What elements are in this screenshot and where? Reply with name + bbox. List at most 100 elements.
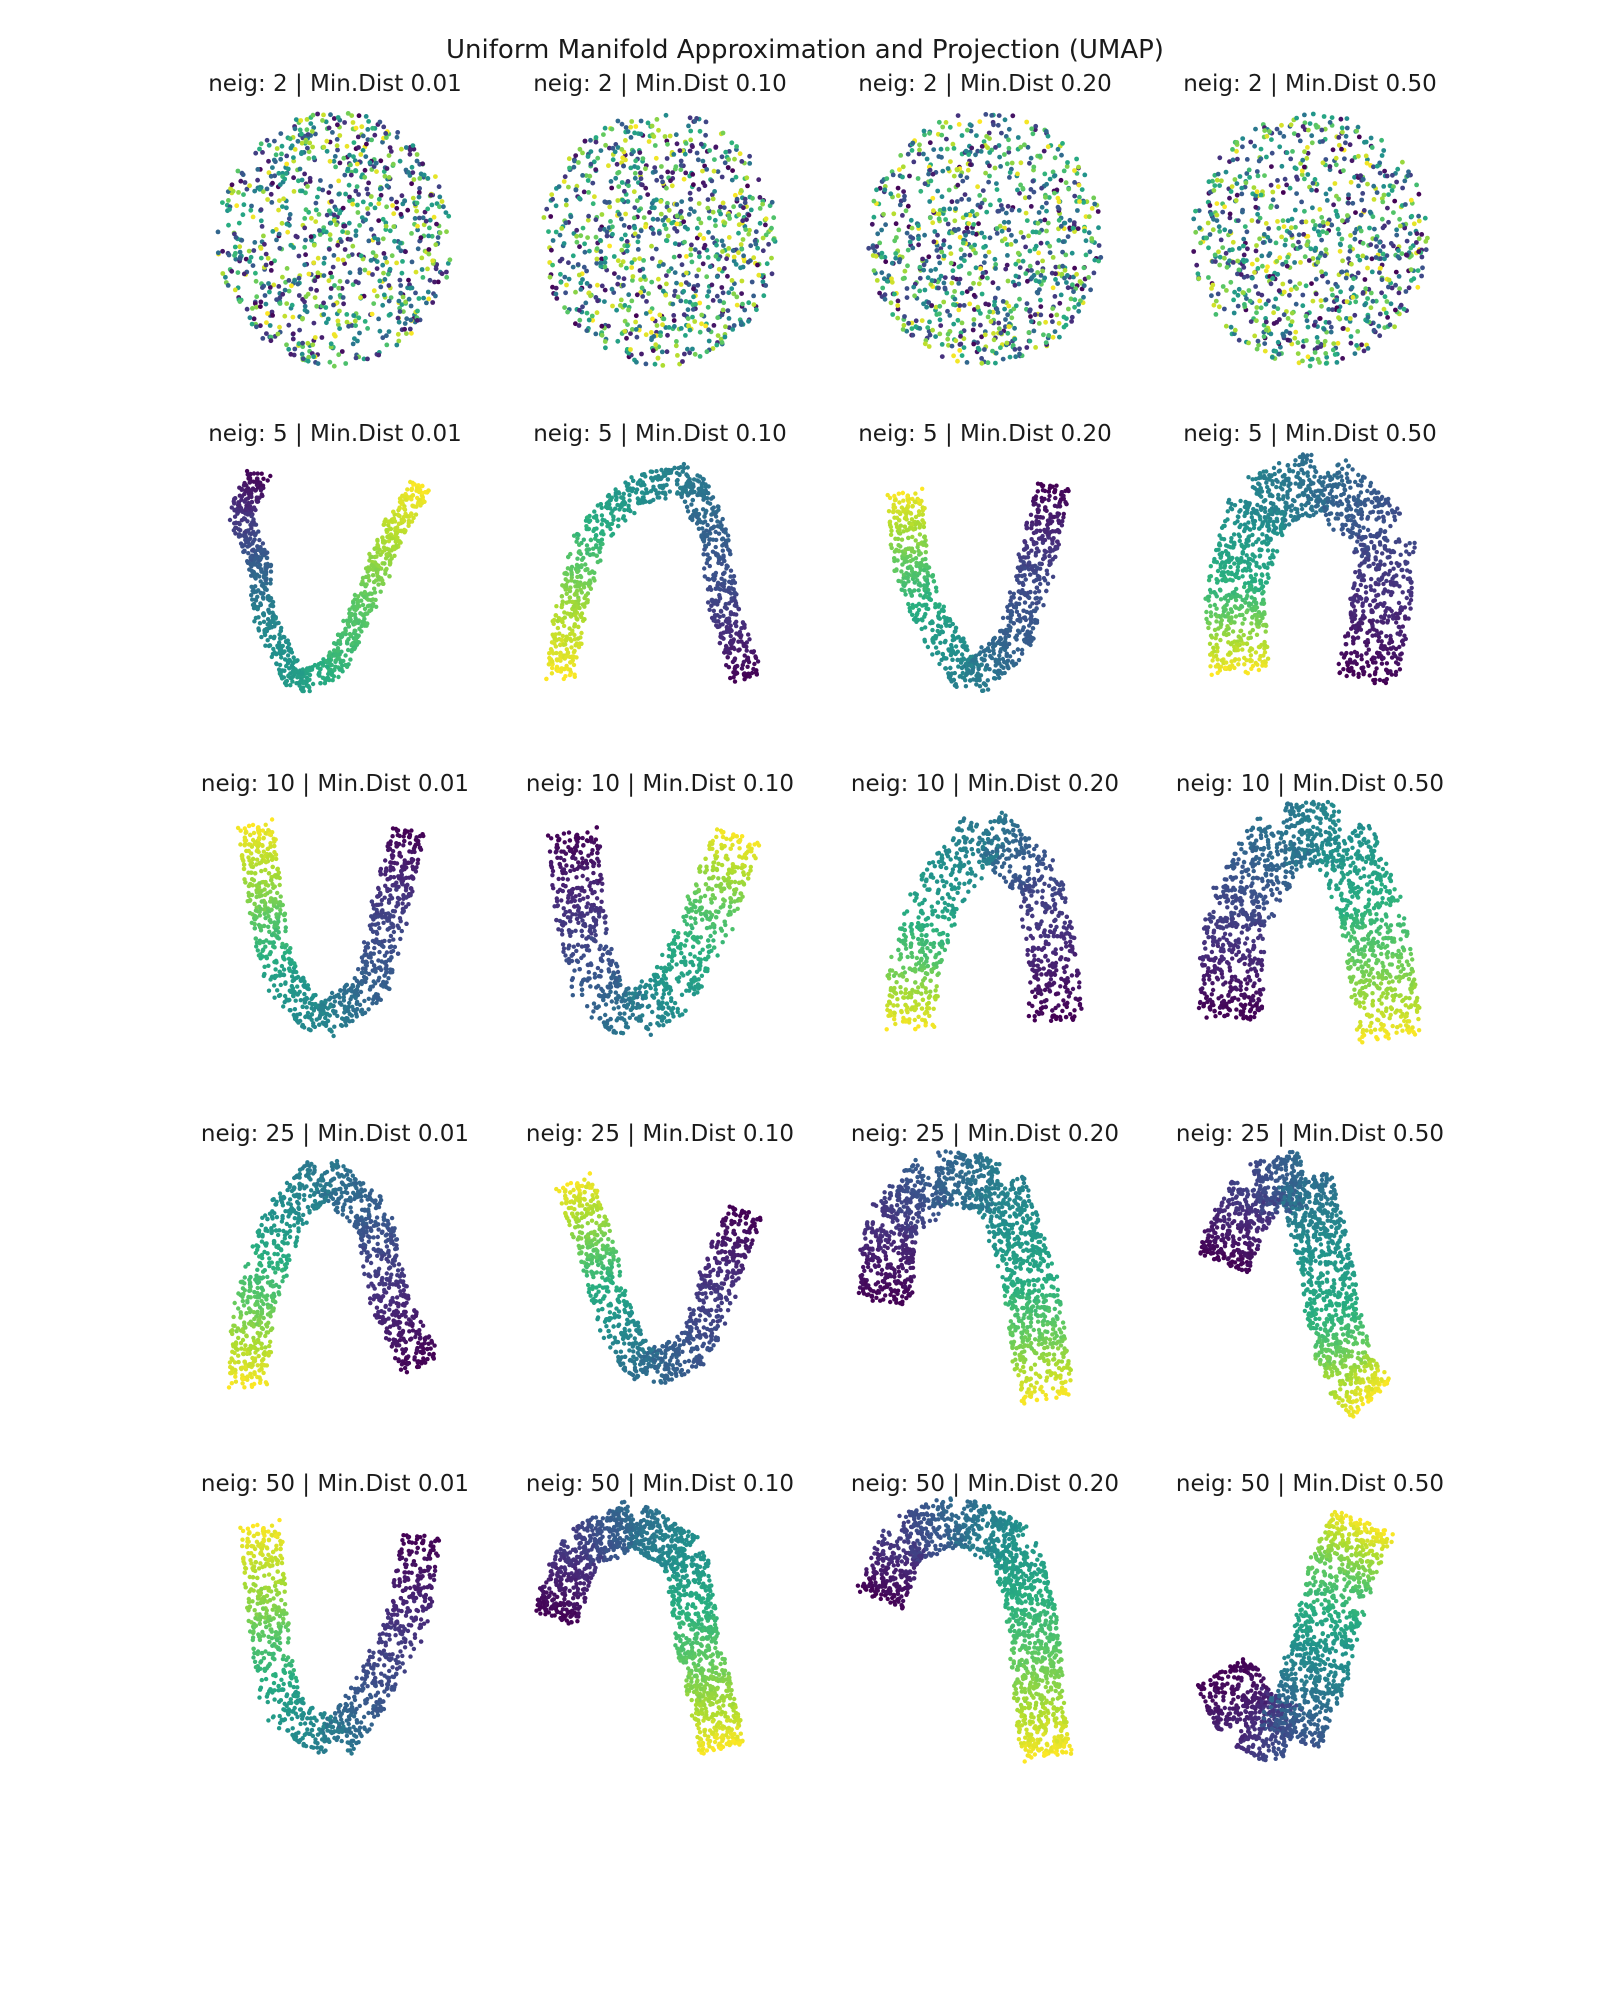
- scatter-point: [663, 226, 669, 232]
- scatter-point: [973, 265, 979, 271]
- scatter-point: [734, 196, 740, 202]
- scatter-point: [371, 301, 377, 306]
- scatter-point: [1268, 182, 1274, 188]
- scatter-point: [979, 334, 984, 340]
- scatter-point: [240, 212, 246, 218]
- scatter-point: [970, 327, 976, 333]
- scatter-point: [922, 132, 927, 138]
- scatter-point: [355, 210, 361, 215]
- scatter-point: [1325, 279, 1331, 285]
- scatter-point: [1003, 317, 1008, 322]
- scatter-point: [965, 229, 971, 235]
- scatter-point: [590, 317, 596, 323]
- scatter-point: [657, 230, 662, 236]
- scatter-point: [414, 208, 419, 214]
- scatter-point: [362, 319, 368, 324]
- scatter-point: [271, 612, 276, 618]
- scatter-point: [614, 307, 619, 313]
- scatter-point: [665, 200, 670, 206]
- scatter-point: [1042, 171, 1048, 177]
- scatter-point: [640, 294, 646, 299]
- scatter-point: [345, 111, 351, 116]
- scatter-point: [1380, 225, 1386, 231]
- scatter-point: [342, 247, 348, 252]
- scatter-point: [621, 276, 627, 282]
- scatter-point: [1344, 125, 1350, 131]
- scatter-point: [288, 351, 294, 357]
- scatter-point: [745, 259, 751, 265]
- scatter-point: [674, 280, 679, 286]
- scatter-point: [1047, 243, 1053, 249]
- scatter-point: [609, 185, 615, 191]
- scatter-point: [1256, 342, 1261, 348]
- scatter-point: [894, 235, 899, 240]
- scatter-point: [699, 312, 705, 318]
- scatter-point: [1276, 225, 1282, 231]
- scatter-point: [969, 145, 975, 151]
- scatter-point: [1076, 302, 1081, 307]
- scatter-point: [955, 317, 961, 323]
- scatter-point: [1010, 113, 1016, 119]
- scatter-point: [709, 282, 715, 288]
- scatter-point: [959, 353, 965, 358]
- scatter-point: [336, 352, 342, 358]
- scatter-point: [1275, 184, 1281, 190]
- scatter-point: [637, 150, 643, 155]
- scatter-point: [331, 363, 337, 369]
- scatter-point: [386, 153, 392, 158]
- scatter-point: [332, 154, 338, 159]
- scatter-point: [1343, 275, 1349, 281]
- scatter-point: [1003, 324, 1008, 329]
- scatter-point: [1291, 131, 1297, 136]
- scatter-point: [1281, 333, 1287, 339]
- scatter-point: [910, 140, 916, 146]
- scatter-point: [1377, 270, 1382, 275]
- scatter-point: [1071, 274, 1076, 280]
- scatter-point: [633, 319, 638, 325]
- scatter-point: [258, 555, 264, 561]
- scatter-point: [1288, 225, 1294, 231]
- scatter-point: [1069, 250, 1075, 256]
- scatter-point: [573, 289, 578, 295]
- scatter-point: [410, 143, 416, 148]
- scatter-point: [941, 206, 947, 212]
- scatter-point: [987, 173, 992, 179]
- scatter-point: [718, 211, 723, 217]
- scatter-point: [663, 112, 669, 118]
- scatter-point: [246, 476, 251, 481]
- scatter-point: [407, 326, 413, 332]
- scatter-point: [882, 292, 888, 298]
- scatter-point: [615, 170, 620, 176]
- scatter-point: [420, 494, 425, 499]
- scatter-point: [694, 235, 700, 241]
- scatter-point: [1232, 177, 1238, 182]
- scatter-point: [666, 268, 672, 274]
- scatter-point: [426, 247, 432, 252]
- scatter-point: [1370, 214, 1376, 220]
- scatter-point: [566, 260, 571, 266]
- scatter-point: [280, 204, 285, 209]
- scatter-point: [237, 503, 242, 508]
- scatter-point: [286, 646, 292, 651]
- scatter-point: [979, 291, 985, 297]
- scatter-point: [1347, 142, 1353, 148]
- scatter-point: [910, 245, 916, 251]
- scatter-point: [295, 281, 301, 287]
- scatter-point: [901, 189, 906, 194]
- scatter-point: [323, 305, 329, 310]
- scatter-point: [249, 321, 255, 327]
- scatter-point: [688, 128, 694, 134]
- scatter-point: [1416, 213, 1421, 219]
- scatter-point: [331, 158, 337, 164]
- scatter-point: [598, 148, 604, 153]
- scatter-point: [1222, 204, 1227, 210]
- scatter-point: [964, 289, 970, 294]
- scatter-point: [277, 198, 282, 203]
- scatter-point: [664, 281, 669, 287]
- scatter-point: [1279, 234, 1284, 240]
- scatter-point: [927, 140, 933, 146]
- scatter-point: [1008, 242, 1014, 247]
- scatter-point: [946, 187, 952, 193]
- scatter-point: [681, 176, 687, 182]
- scatter-point: [650, 348, 656, 353]
